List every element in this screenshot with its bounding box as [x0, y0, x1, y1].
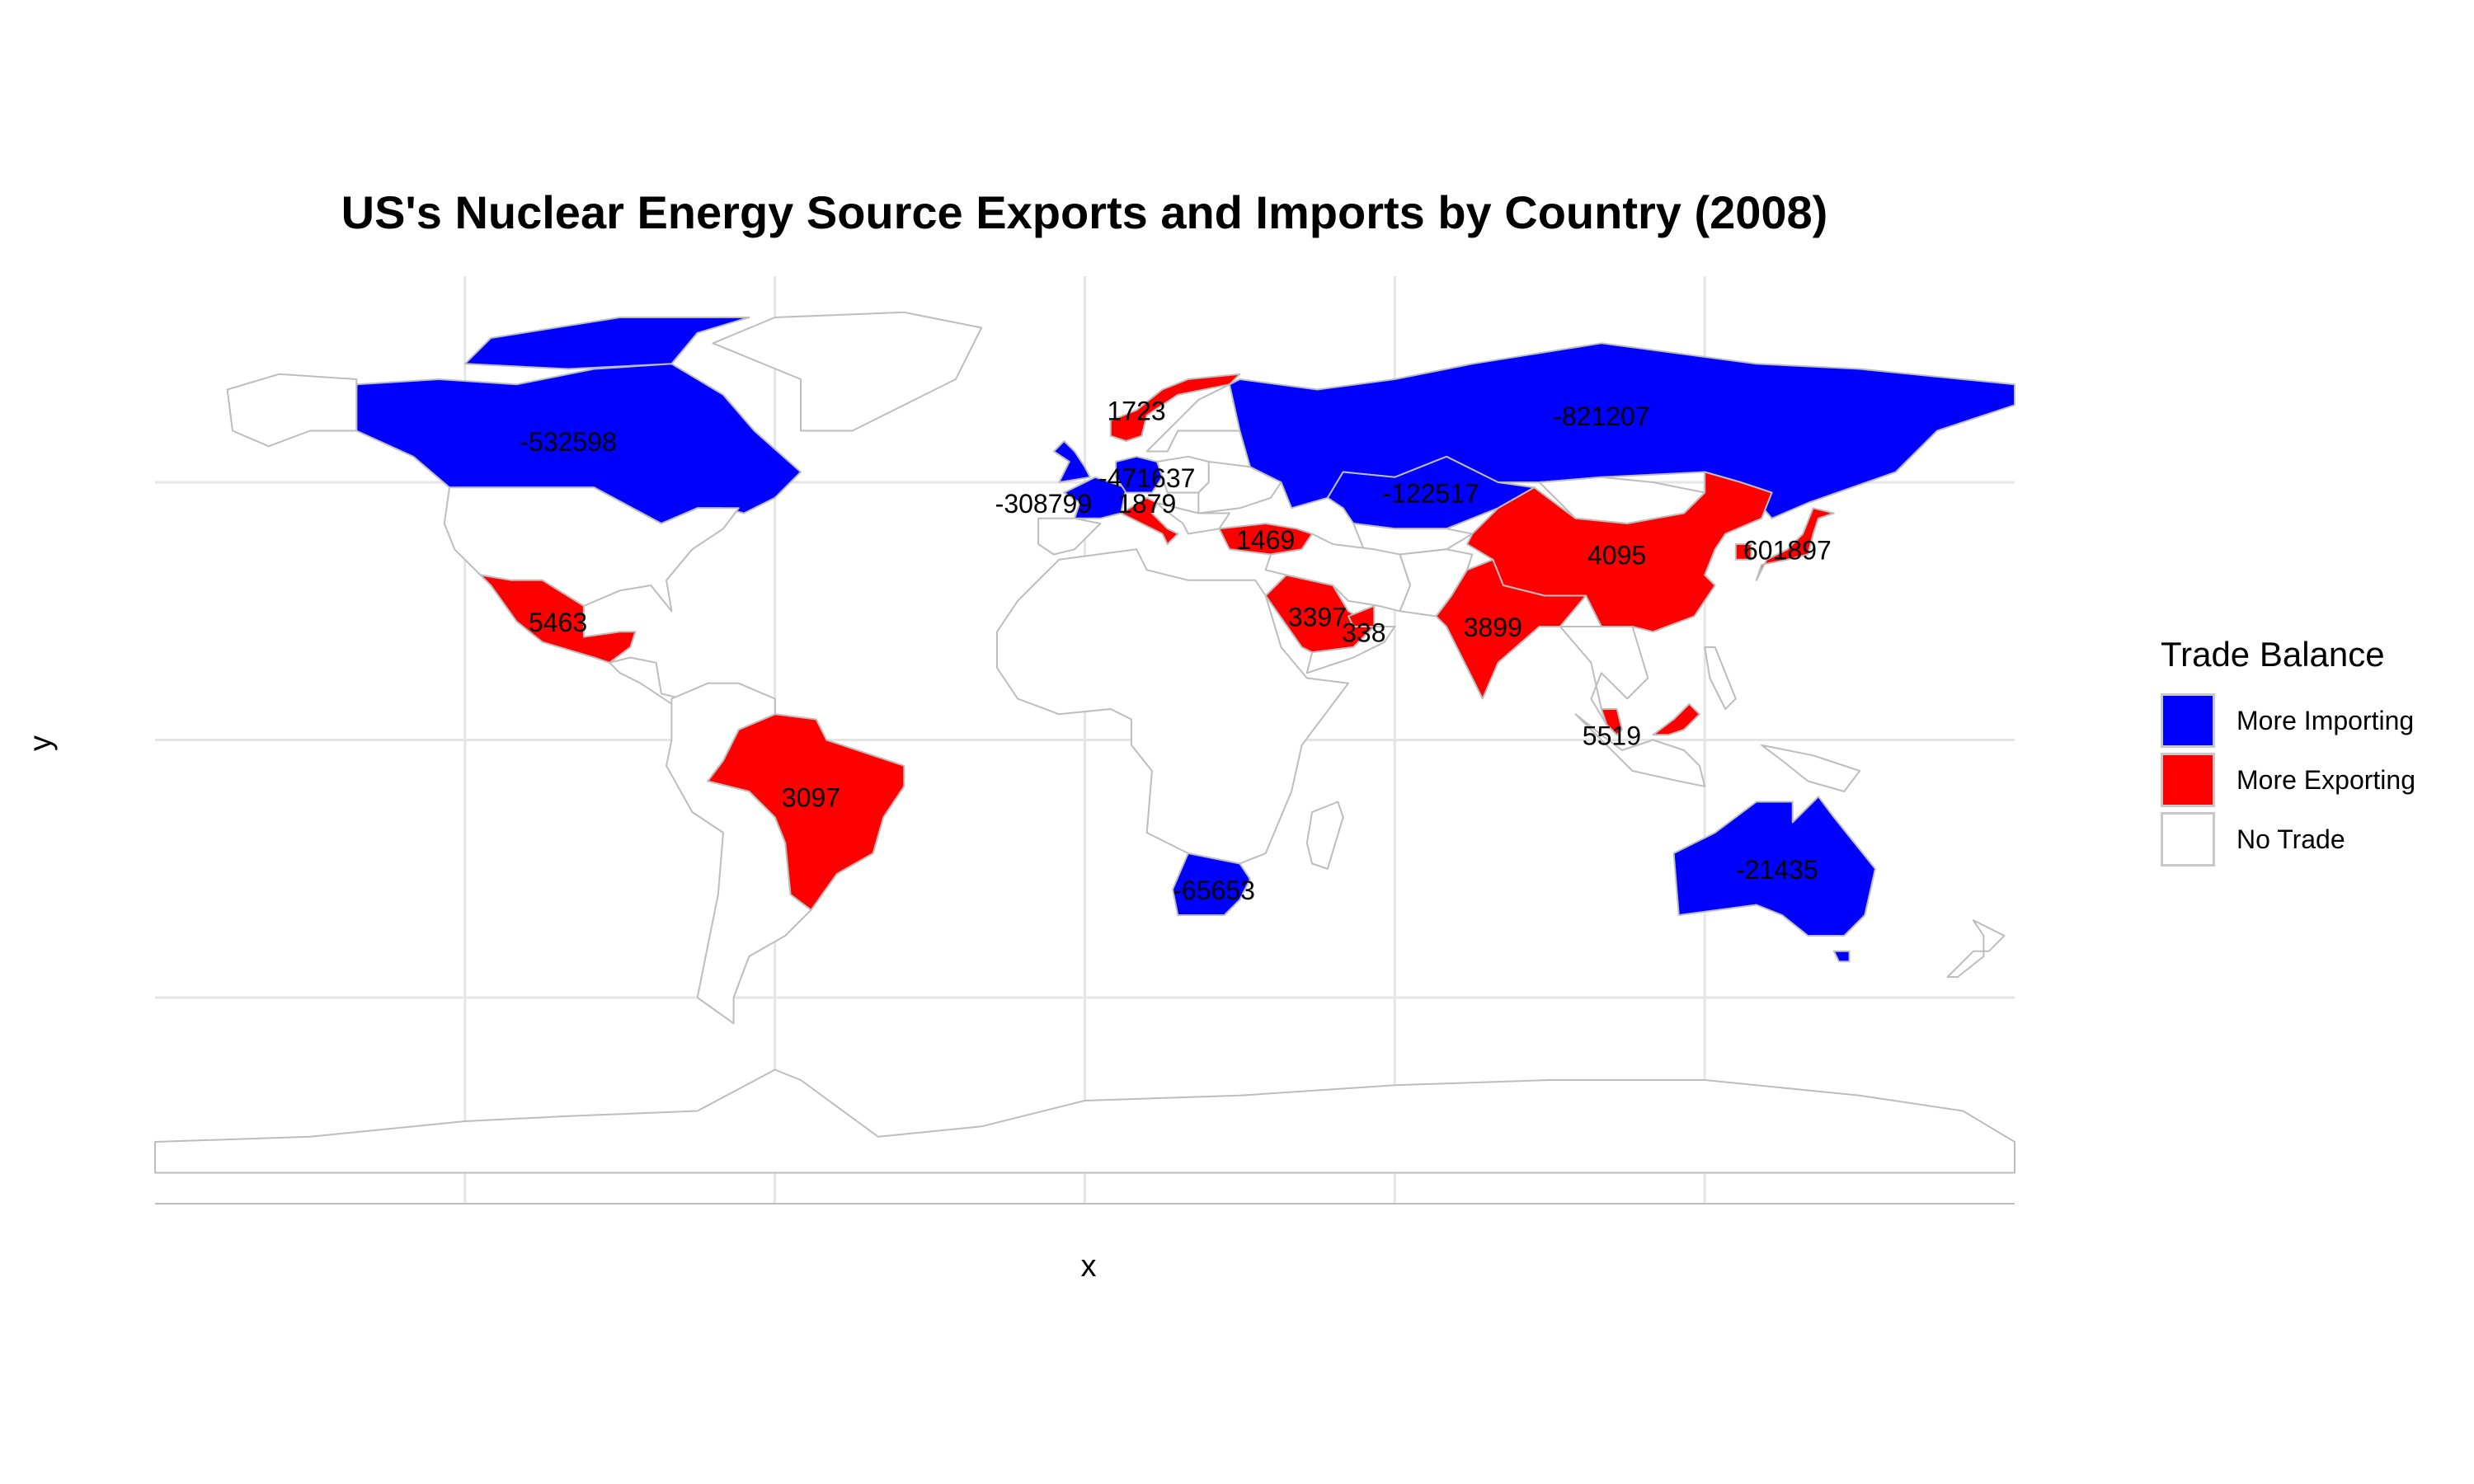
x-axis-label: x: [1080, 1249, 1097, 1284]
value-label-16: -65653: [1173, 876, 1255, 905]
legend-label-no-trade: No Trade: [2236, 824, 2345, 854]
legend-swatch-exporting: [2161, 753, 2215, 807]
country-canada-arctic-islands: [463, 317, 750, 370]
value-label-2: 1723: [1108, 397, 1166, 426]
legend: Trade Balance More Importing More Export…: [2161, 635, 2458, 869]
country-balkans: [1156, 502, 1230, 535]
country-north-africa: [996, 548, 1349, 865]
y-axis-label: y: [23, 735, 59, 751]
countries: [154, 311, 2015, 1205]
country-italy: [1120, 496, 1179, 545]
country-indonesia: [1574, 713, 1706, 787]
country-norway: [1109, 373, 1241, 442]
value-label-17: -21435: [1736, 855, 1818, 885]
country-korea: [1734, 543, 1752, 561]
value-label-13: 3899: [1464, 613, 1522, 642]
value-label-5: 1879: [1117, 489, 1176, 519]
country-japan: [1755, 507, 1835, 581]
value-label-15: 3097: [782, 782, 840, 812]
country-madagascar: [1305, 801, 1344, 870]
legend-swatch-importing: [2161, 693, 2215, 748]
country-alaska: [226, 373, 358, 448]
legend-swatch-no-trade: [2161, 812, 2215, 866]
country-antarctica: [154, 1068, 2015, 1174]
country-yemen-oman: [1305, 626, 1396, 674]
country-spain: [1037, 517, 1102, 556]
value-label-6: -122517: [1382, 479, 1479, 509]
legend-label-exporting: More Exporting: [2236, 764, 2415, 795]
value-label-11: 3397: [1288, 603, 1347, 632]
country-uk: [1052, 440, 1091, 483]
chart-title: US's Nuclear Energy Source Exports and I…: [341, 186, 1828, 238]
value-label-12: 338: [1342, 618, 1385, 647]
country-malaysia: [1600, 708, 1623, 736]
country-india: [1435, 558, 1587, 700]
country-new-zealand: [1946, 919, 2006, 978]
country-south-america-west: [666, 682, 812, 1025]
country-south-africa: [1172, 852, 1251, 916]
value-label-10: 5463: [529, 608, 587, 637]
value-label-9: 601897: [1743, 535, 1832, 565]
country-greenland: [712, 311, 983, 432]
country-tasmania: [1832, 950, 1851, 963]
value-label-8: 4095: [1587, 541, 1646, 571]
value-label-1: -821207: [1553, 402, 1649, 431]
value-label-3: -471637: [1098, 463, 1195, 493]
country-borneo: [1652, 702, 1700, 736]
legend-label-importing: More Importing: [2236, 705, 2415, 735]
country-mexico: [479, 574, 637, 664]
value-label-0: -532598: [520, 427, 616, 457]
value-label-14: 5519: [1583, 721, 1641, 750]
country-australia: [1672, 796, 1876, 937]
legend-item-exporting: More Exporting: [2161, 750, 2458, 810]
country-central-america: [609, 656, 683, 705]
value-label-7: 1469: [1236, 525, 1295, 555]
country-philippines: [1704, 646, 1737, 710]
country-france: [1063, 476, 1127, 519]
legend-item-importing: More Importing: [2161, 691, 2458, 750]
value-label-4: -308799: [995, 489, 1092, 519]
country-papua: [1761, 744, 1861, 792]
country-southeast-asia: [1559, 626, 1649, 736]
legend-item-no-trade: No Trade: [2161, 810, 2458, 869]
legend-title: Trade Balance: [2161, 635, 2385, 674]
value-labels: -532598 -821207 1723 -471637-308799 1879 -122…: [520, 397, 1831, 905]
